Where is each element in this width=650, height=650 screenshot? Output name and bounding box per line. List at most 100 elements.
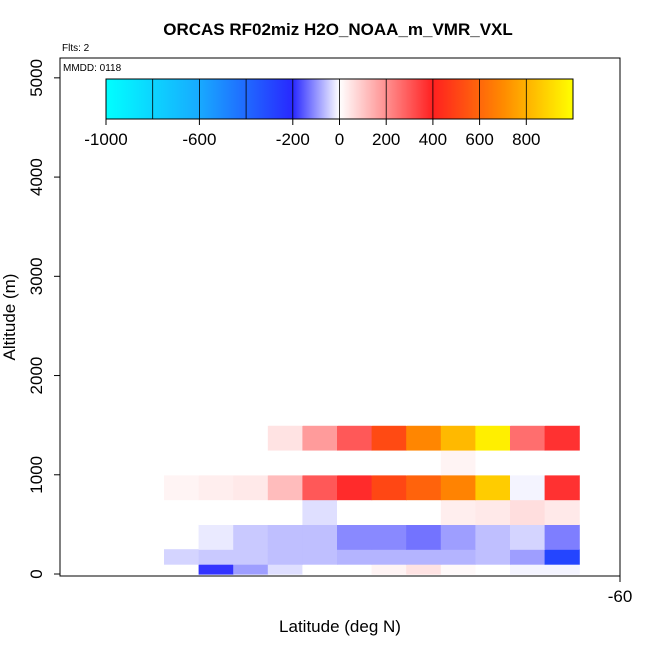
y-tick-label: 4000 <box>27 158 46 196</box>
heatmap-cell <box>267 564 303 575</box>
x-tick-label: -60 <box>608 587 633 606</box>
heatmap-cell <box>544 449 580 476</box>
heatmap-cell <box>440 549 476 565</box>
heatmap-cell <box>406 400 442 426</box>
heatmap-cell <box>198 449 234 476</box>
heatmap-cell <box>440 425 476 451</box>
colorbar: -1000 -600 -200 0 200 400 600 800 <box>84 78 574 149</box>
heatmap-cell <box>233 524 269 550</box>
heatmap-cell <box>371 549 407 565</box>
heatmap-cell <box>440 524 476 550</box>
colorbar-ticks: -1000 -600 -200 0 200 400 600 800 <box>84 79 540 149</box>
heatmap-cell <box>302 564 338 575</box>
heatmap-cell <box>233 474 269 501</box>
flights-label: Flts: 2 <box>62 43 90 54</box>
heatmap-cell <box>198 474 234 501</box>
colorbar-tick-label: -600 <box>182 130 216 149</box>
heatmap-cell <box>302 499 338 525</box>
y-axis: 0 1000 2000 3000 4000 5000 <box>27 59 61 579</box>
heatmap-cell <box>267 276 303 302</box>
heatmap-cell <box>510 350 546 377</box>
heatmap-cell <box>233 325 269 352</box>
heatmap-cell <box>198 276 234 302</box>
heatmap-cell <box>337 350 373 377</box>
heatmap-cell <box>267 499 303 525</box>
heatmap-cell <box>267 425 303 451</box>
heatmap-cell <box>371 301 407 327</box>
heatmap-cell <box>406 325 442 352</box>
heatmap-cell <box>198 400 234 426</box>
heatmap-cell <box>233 400 269 426</box>
colorbar-tick-label: 200 <box>372 130 400 149</box>
heatmap-cell <box>544 524 580 550</box>
heatmap-cell <box>475 549 511 565</box>
heatmap-cell <box>337 425 373 451</box>
heatmap-cell <box>406 449 442 476</box>
heatmap-cell <box>475 474 511 501</box>
heatmap-cell <box>267 350 303 377</box>
heatmap-cell <box>406 375 442 401</box>
heatmap-cell <box>198 524 234 550</box>
heatmap-cell <box>302 549 338 565</box>
y-tick-label: 3000 <box>27 257 46 295</box>
heatmap-cell <box>233 499 269 525</box>
heatmap-cell <box>544 350 580 377</box>
heatmap-cell <box>164 425 200 451</box>
heatmap-cell <box>440 350 476 377</box>
heatmap-cell <box>267 375 303 401</box>
heatmap-cell <box>337 325 373 352</box>
heatmap-cell <box>544 400 580 426</box>
heatmap-cell <box>406 425 442 451</box>
heatmap-cell <box>544 499 580 525</box>
heatmap-cell <box>544 276 580 302</box>
heatmap-cell <box>440 375 476 401</box>
heatmap-cell <box>440 325 476 352</box>
heatmap-cell <box>544 564 580 575</box>
colorbar-tick-label: 800 <box>512 130 540 149</box>
heatmap-cell <box>510 499 546 525</box>
heatmap-cell <box>337 301 373 327</box>
heatmap-cell <box>406 549 442 565</box>
heatmap-cell <box>406 301 442 327</box>
heatmap-cell <box>267 474 303 501</box>
heatmap-cell <box>337 474 373 501</box>
heatmap-cell <box>440 474 476 501</box>
heatmap-cell <box>198 251 234 277</box>
heatmap-cell <box>198 425 234 451</box>
heatmap-cell <box>440 276 476 302</box>
heatmap-cell <box>510 425 546 451</box>
heatmap-cell <box>371 524 407 550</box>
heatmap-cell <box>164 474 200 501</box>
heatmap-cell <box>302 449 338 476</box>
heatmap-cell <box>337 251 373 277</box>
heatmap-cell <box>544 425 580 451</box>
heatmap-cell <box>371 499 407 525</box>
y-tick-label: 2000 <box>27 357 46 395</box>
heatmap-cell <box>475 375 511 401</box>
heatmap-cell <box>475 425 511 451</box>
heatmap-cell <box>510 549 546 565</box>
colorbar-tick-label: 0 <box>335 130 344 149</box>
heatmap-cell <box>440 400 476 426</box>
heatmap-cell <box>440 251 476 277</box>
heatmap-cell <box>267 449 303 476</box>
colorbar-tick-label: 600 <box>465 130 493 149</box>
heatmap-cell <box>164 449 200 476</box>
heatmap-cell <box>475 276 511 302</box>
heatmap-cell <box>337 524 373 550</box>
heatmap-cell <box>198 499 234 525</box>
heatmap-cell <box>371 449 407 476</box>
heatmap-cell <box>267 251 303 277</box>
heatmap-cell <box>406 350 442 377</box>
heatmap-cell <box>406 276 442 302</box>
heatmap-cell <box>440 449 476 476</box>
heatmap-cell <box>233 251 269 277</box>
heatmap-cell <box>233 549 269 565</box>
heatmap-cell <box>337 449 373 476</box>
heatmap-cell <box>371 350 407 377</box>
heatmap-cell <box>233 564 269 575</box>
heatmap-cell <box>510 449 546 476</box>
heatmap-cell <box>198 350 234 377</box>
heatmap-cell <box>475 350 511 377</box>
